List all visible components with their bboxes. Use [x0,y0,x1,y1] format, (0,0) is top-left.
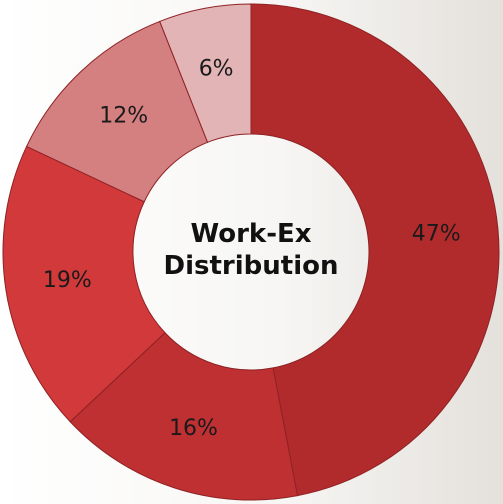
value-label: 6% [199,56,234,81]
page: 47%16%19%12%6% Work-Ex Distribution (() … [0,0,503,504]
chart-title: Work-Ex Distribution [141,218,361,282]
value-label: 16% [169,416,218,441]
value-label: 47% [412,221,461,246]
value-label: 19% [43,268,92,293]
value-label: 12% [99,103,148,128]
